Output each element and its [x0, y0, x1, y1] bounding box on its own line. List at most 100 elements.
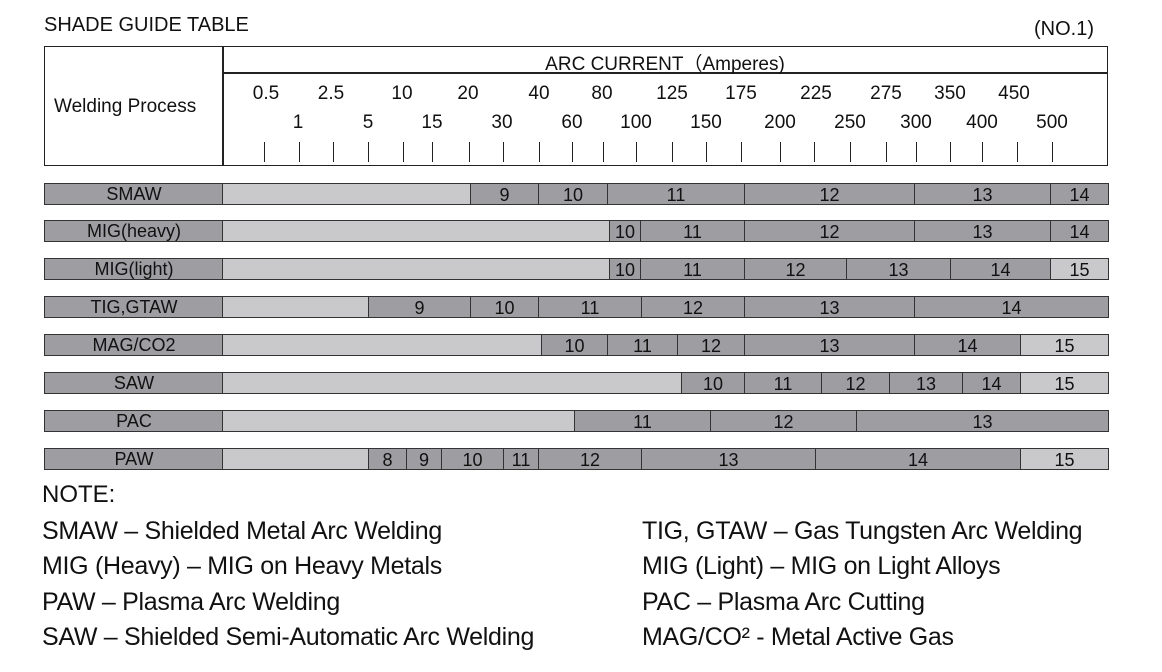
scale-tick-mark [603, 142, 605, 162]
not-applicable-range [222, 220, 610, 242]
note-title: NOTE: [42, 481, 116, 508]
shade-number-cell: 14 [962, 372, 1021, 394]
shade-number-cell: 14 [1050, 220, 1109, 242]
note-item: SMAW – Shielded Metal Arc Welding [42, 517, 443, 545]
ampere-tick-label: 450 [998, 83, 1030, 104]
shade-number-cell: 14 [815, 448, 1021, 470]
shade-number-cell: 12 [710, 410, 857, 432]
process-label: PAC [44, 410, 224, 432]
note-item: TIG, GTAW – Gas Tungsten Arc Welding [642, 517, 1083, 545]
note-item: SAW – Shielded Semi-Automatic Arc Weldin… [42, 623, 535, 651]
header-box [44, 46, 1108, 166]
scale-tick-mark [469, 142, 471, 162]
note-item: PAW – Plasma Arc Welding [42, 588, 341, 616]
not-applicable-range [222, 410, 575, 432]
ampere-tick-label: 275 [870, 83, 902, 104]
shade-number-cell: 11 [607, 334, 678, 356]
shade-number-cell: 14 [914, 334, 1021, 356]
scale-tick-mark [850, 142, 852, 162]
scale-tick-mark [264, 142, 266, 162]
ampere-tick-label: 500 [1036, 112, 1068, 133]
not-applicable-range [222, 448, 369, 470]
process-label: MIG(light) [44, 258, 224, 280]
shade-number-cell: 13 [914, 183, 1051, 205]
process-label: MIG(heavy) [44, 220, 224, 242]
not-applicable-range [222, 372, 682, 394]
welding-process-header: Welding Process [54, 96, 197, 117]
ampere-tick-label: 30 [491, 112, 513, 133]
shade-number-cell: 15 [1020, 372, 1109, 394]
document-number: (NO.1) [1034, 18, 1094, 40]
shade-number-cell: 10 [538, 183, 608, 205]
note-item: MAG/CO² - Metal Active Gas [642, 623, 954, 651]
shade-number-cell: 12 [641, 296, 745, 318]
scale-tick-mark [741, 142, 743, 162]
shade-number-cell: 14 [1050, 183, 1109, 205]
shade-number-cell: 10 [609, 220, 641, 242]
scale-tick-mark [368, 142, 370, 162]
shade-number-cell: 10 [609, 258, 641, 280]
scale-tick-mark [886, 142, 888, 162]
scale-tick-mark [403, 142, 405, 162]
shade-number-cell: 13 [641, 448, 816, 470]
scale-tick-mark [572, 142, 574, 162]
scale-tick-mark [636, 142, 638, 162]
not-applicable-range [222, 334, 542, 356]
process-label: MAG/CO2 [44, 334, 224, 356]
ampere-tick-label: 80 [591, 83, 613, 104]
shade-number-cell: 12 [744, 258, 847, 280]
note-item: MIG (Light) – MIG on Light Alloys [642, 552, 1001, 580]
table-title: SHADE GUIDE TABLE [44, 14, 249, 36]
ampere-tick-label: 15 [421, 112, 443, 133]
shade-number-cell: 11 [640, 258, 745, 280]
ampere-tick-label: 200 [764, 112, 796, 133]
shade-number-cell: 15 [1020, 334, 1109, 356]
ampere-tick-label: 250 [834, 112, 866, 133]
process-label: SAW [44, 372, 224, 394]
shade-number-cell: 10 [441, 448, 504, 470]
shade-number-cell: 13 [846, 258, 951, 280]
ampere-tick-label: 350 [934, 83, 966, 104]
scale-tick-mark [706, 142, 708, 162]
ampere-tick-label: 10 [391, 83, 413, 104]
ampere-tick-label: 0.5 [252, 83, 280, 104]
shade-number-cell: 12 [821, 372, 890, 394]
not-applicable-range [222, 183, 471, 205]
shade-number-cell: 12 [744, 183, 915, 205]
ampere-tick-label: 225 [800, 83, 832, 104]
ampere-tick-label: 400 [966, 112, 998, 133]
shade-number-cell: 9 [406, 448, 442, 470]
shade-number-cell: 14 [950, 258, 1051, 280]
note-item: PAC – Plasma Arc Cutting [642, 588, 925, 616]
shade-number-cell: 14 [914, 296, 1109, 318]
scale-tick-mark [950, 142, 952, 162]
ampere-tick-label: 175 [725, 83, 757, 104]
scale-tick-mark [503, 142, 505, 162]
ampere-tick-label: 5 [362, 112, 374, 133]
scale-tick-mark [672, 142, 674, 162]
scale-tick-mark [814, 142, 816, 162]
shade-number-cell: 13 [914, 220, 1051, 242]
note-item: MIG (Heavy) – MIG on Heavy Metals [42, 552, 442, 580]
shade-number-cell: 8 [368, 448, 407, 470]
ampere-tick-label: 60 [561, 112, 583, 133]
shade-number-cell: 12 [744, 220, 915, 242]
shade-number-cell: 10 [541, 334, 608, 356]
not-applicable-range [222, 258, 610, 280]
scale-tick-mark [1017, 142, 1019, 162]
shade-number-cell: 11 [640, 220, 745, 242]
scale-tick-mark [780, 142, 782, 162]
shade-number-cell: 15 [1020, 448, 1109, 470]
ampere-tick-label: 100 [620, 112, 652, 133]
shade-number-cell: 13 [744, 334, 915, 356]
shade-number-cell: 11 [744, 372, 822, 394]
shade-number-cell: 11 [607, 183, 745, 205]
ampere-tick-label: 1 [292, 112, 304, 133]
scale-tick-mark [982, 142, 984, 162]
shade-number-cell: 11 [574, 410, 711, 432]
shade-number-cell: 9 [470, 183, 539, 205]
ampere-tick-label: 40 [528, 83, 550, 104]
shade-number-cell: 12 [538, 448, 642, 470]
process-label: PAW [44, 448, 224, 470]
header-divider [222, 46, 224, 166]
